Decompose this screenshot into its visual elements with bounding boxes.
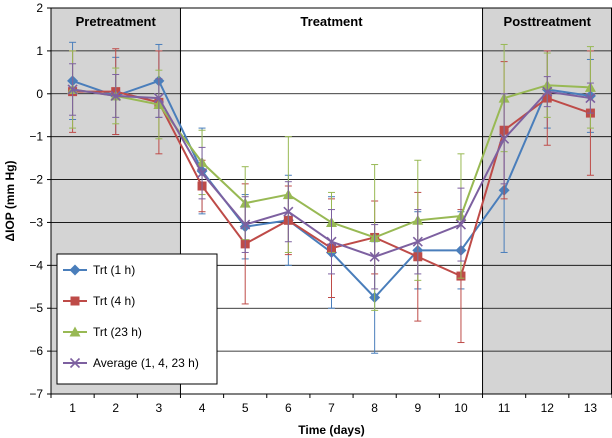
legend-item-trt-23-h: Trt (23 h) — [63, 325, 142, 339]
marker-x-stroke — [412, 236, 423, 247]
y-tick-label: 0 — [36, 87, 43, 101]
series-layer — [67, 41, 596, 354]
y-tick-label: −2 — [29, 173, 43, 187]
data-point — [369, 251, 380, 262]
x-axis-title: Time (days) — [298, 423, 364, 437]
data-point — [326, 236, 337, 247]
marker-x-stroke — [326, 236, 337, 247]
x-tick-label: 1 — [69, 401, 76, 415]
marker-x-stroke — [69, 357, 81, 369]
legend-item-trt-4-h: Trt (4 h) — [63, 294, 135, 308]
legend-swatch-marker — [69, 357, 81, 369]
legend-label: Trt (4 h) — [93, 294, 135, 308]
phase-pretreatment-label: Pretreatment — [76, 14, 157, 29]
phase-treatment-label: Treatment — [300, 14, 363, 29]
marker-x-stroke — [240, 219, 251, 230]
marker-x-stroke — [499, 133, 510, 144]
x-tick-label: 9 — [414, 401, 421, 415]
legend: Trt (1 h) Trt (4 h) Trt (23 h) Average (1, … — [56, 253, 218, 385]
data-point — [153, 93, 164, 104]
x-tick-label: 12 — [541, 401, 555, 415]
legend-item-trt-1-h: Trt (1 h) — [63, 263, 135, 277]
x-tick-label: 7 — [328, 401, 335, 415]
y-tick-label: −1 — [29, 130, 43, 144]
x-tick-label: 11 — [498, 401, 511, 415]
data-point — [196, 168, 208, 179]
series-average-1-4-23-h — [67, 63, 596, 290]
y-axis-title: ΔIOP (mm Hg) — [3, 160, 17, 241]
data-point — [542, 86, 553, 97]
y-tick-label: −3 — [29, 215, 43, 229]
legend-item-average-1-4-23-h: Average (1, 4, 23 h) — [63, 356, 199, 370]
legend-swatch-marker — [69, 326, 81, 337]
data-point — [283, 206, 294, 217]
x-tick-label: 13 — [584, 401, 598, 415]
y-tick-label: 2 — [36, 1, 43, 15]
legend-swatch-marker — [70, 296, 80, 306]
phase-posttreatment-label: Posttreatment — [504, 14, 592, 29]
marker-x-stroke — [67, 84, 78, 95]
data-point — [67, 84, 78, 95]
x-tick-label: 6 — [285, 401, 292, 415]
marker-x-stroke — [283, 206, 294, 217]
marker-x-stroke — [455, 219, 467, 230]
data-point — [240, 219, 251, 230]
marker-x-stroke — [369, 251, 380, 262]
x-tick-label: 4 — [199, 401, 206, 415]
y-tick-label: −6 — [29, 344, 43, 358]
data-point — [455, 219, 467, 230]
x-tick-label: 3 — [156, 401, 163, 415]
y-tick-label: 1 — [36, 44, 43, 58]
marker-x-stroke — [110, 90, 121, 101]
y-tick-label: −4 — [29, 258, 43, 272]
data-point — [412, 236, 423, 247]
data-point — [499, 133, 510, 144]
marker-x-stroke — [585, 93, 596, 104]
marker-x-stroke — [153, 93, 164, 104]
y-tick-label: −5 — [29, 301, 43, 315]
marker-x-stroke — [542, 86, 553, 97]
legend-swatch-marker — [69, 264, 81, 276]
x-tick-label: 8 — [371, 401, 378, 415]
legend-label: Average (1, 4, 23 h) — [93, 356, 199, 370]
legend-label: Trt (1 h) — [93, 263, 135, 277]
x-tick-label: 2 — [112, 401, 119, 415]
marker-x-stroke — [196, 168, 208, 179]
data-point — [110, 90, 121, 101]
legend-label: Trt (23 h) — [93, 325, 142, 339]
x-tick-label: 10 — [454, 401, 468, 415]
x-tick-label: 5 — [242, 401, 249, 415]
y-tick-label: −7 — [29, 387, 43, 401]
data-point — [585, 93, 596, 104]
